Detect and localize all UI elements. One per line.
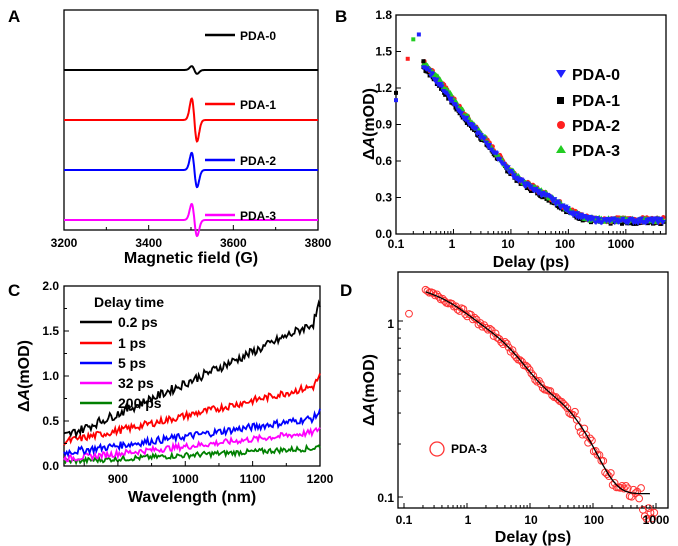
panel-c-x-axis-title: Wavelength (nm) xyxy=(128,489,256,506)
panel-d-x-tick-label: 100 xyxy=(584,513,604,527)
data-point xyxy=(406,310,413,317)
panel-c-x-tick-label: 1100 xyxy=(240,472,266,486)
panel-d-y-axis-title: ΔA(mOD) xyxy=(361,354,378,426)
panel-d-ticks xyxy=(398,321,656,508)
legend-marker-pda-0 xyxy=(556,70,566,78)
panel-c-y-axis-title: ΔA(mOD) xyxy=(16,340,33,412)
panel-b-y-tick-label: 0.3 xyxy=(375,191,392,205)
panel-a-x-tick-label: 3600 xyxy=(220,236,247,250)
legend-label-pda-3: PDA-3 xyxy=(451,442,487,456)
legend-marker-pda-2 xyxy=(557,121,565,129)
panel-b-ticks xyxy=(396,15,660,234)
panel-b-x-tick-label: 1 xyxy=(449,237,456,251)
panel-c-frame xyxy=(64,286,320,466)
panel-d-y-tick-label: 0.1 xyxy=(377,491,394,505)
panel-b-y-tick-label: 1.8 xyxy=(375,8,392,22)
panel-d-y-tick-label: 1 xyxy=(387,317,394,331)
panel-c-y-tick-label: 1.0 xyxy=(42,369,59,383)
panel-c-ticks xyxy=(64,286,320,466)
axis-unit: (mOD) xyxy=(16,340,33,389)
panel-c-x-tick-label: 1200 xyxy=(307,472,334,486)
legend-label-pda-3: PDA-3 xyxy=(240,209,276,223)
trace-pda-2 xyxy=(64,153,318,187)
panel-b: B 1.8 1.5 1.2 0.9 0.6 0.3 0.0 0.1 1 10 1… xyxy=(335,7,666,271)
legend-label-pda-0: PDA-0 xyxy=(572,67,620,84)
trace-pda-3 xyxy=(64,204,318,236)
legend-label-0-2-ps: 0.2 ps xyxy=(118,314,158,330)
absorbance-symbol: A xyxy=(361,137,378,150)
panel-b-x-tick-label: 10 xyxy=(501,237,515,251)
absorbance-symbol: A xyxy=(361,403,378,416)
data-point xyxy=(421,59,425,63)
legend-label-32-ps: 32 ps xyxy=(118,375,154,391)
panel-d-x-tick-label: 1 xyxy=(465,513,472,527)
panel-letter-c: C xyxy=(8,281,20,300)
panel-a-traces xyxy=(64,66,318,236)
panel-a-x-tick-label: 3800 xyxy=(305,236,332,250)
panel-letter-b: B xyxy=(335,7,347,26)
panel-c-x-tick-label: 1000 xyxy=(172,472,199,486)
data-point xyxy=(394,91,398,95)
panel-c-y-tick-label: 0.0 xyxy=(42,459,59,473)
data-point xyxy=(406,57,410,61)
panel-c-y-tick-label: 0.5 xyxy=(42,414,59,428)
legend-label-1-ps: 1 ps xyxy=(118,335,146,351)
panel-c: C 2.0 1.5 1.0 0.5 0.0 900 1000 1100 1200… xyxy=(8,279,334,506)
trace-pda-0 xyxy=(64,66,318,74)
panel-b-data-points xyxy=(394,32,666,225)
panel-a-ticks xyxy=(64,225,318,230)
panel-c-y-tick-label: 1.5 xyxy=(42,324,59,338)
panel-a-x-axis-title: Magnetic field (G) xyxy=(124,250,258,267)
panel-b-x-axis-title: Delay (ps) xyxy=(493,254,569,271)
legend-label-pda-2: PDA-2 xyxy=(240,154,276,168)
absorbance-symbol: A xyxy=(16,389,33,402)
panel-d-x-tick-label: 0.1 xyxy=(396,513,413,527)
legend-label-pda-1: PDA-1 xyxy=(572,93,620,110)
panel-b-x-tick-label: 1000 xyxy=(608,237,635,251)
legend-label-5-ps: 5 ps xyxy=(118,355,146,371)
legend-marker-pda-1 xyxy=(557,97,564,104)
panel-d-x-axis-title: Delay (ps) xyxy=(495,529,571,546)
panel-d-x-tick-label: 10 xyxy=(524,513,538,527)
panel-c-x-tick-label: 900 xyxy=(108,472,128,486)
delta-symbol: Δ xyxy=(361,414,378,426)
panel-b-x-tick-label: 0.1 xyxy=(388,237,405,251)
panel-a-x-tick-label: 3400 xyxy=(135,236,162,250)
axis-unit: (mOD) xyxy=(361,88,378,137)
data-point xyxy=(636,495,643,502)
panel-b-y-axis-title: ΔA(mOD) xyxy=(361,88,378,160)
panel-b-frame xyxy=(396,15,666,234)
legend-marker-pda-3 xyxy=(556,145,566,153)
panel-b-y-tick-label: 1.5 xyxy=(375,45,392,59)
panel-b-x-tick-label: 100 xyxy=(555,237,575,251)
axis-unit: (mOD) xyxy=(361,354,378,403)
legend-title-delay-time: Delay time xyxy=(94,294,164,310)
panel-d: D 1 0.1 0.1 1 10 100 1000 Delay (ps) ΔA(… xyxy=(340,272,670,546)
panel-d-data-points xyxy=(406,286,658,522)
panel-c-y-tick-label: 2.0 xyxy=(42,279,59,293)
legend-label-pda-1: PDA-1 xyxy=(240,98,276,112)
panel-d-x-tick-label: 1000 xyxy=(643,513,670,527)
legend-label-pda-2: PDA-2 xyxy=(572,118,620,135)
legend-label-pda-3: PDA-3 xyxy=(572,143,620,160)
data-point xyxy=(394,98,398,102)
legend-label-200-ps: 200 ps xyxy=(118,395,162,411)
delta-symbol: Δ xyxy=(361,148,378,160)
panel-letter-d: D xyxy=(340,281,352,300)
panel-letter-a: A xyxy=(8,7,20,26)
legend-label-pda-0: PDA-0 xyxy=(240,29,276,43)
data-point xyxy=(417,32,421,36)
panel-a: A 3200 3400 3600 3800 Magnetic field (G)… xyxy=(8,7,332,267)
legend-marker-pda-3 xyxy=(430,442,444,456)
panel-a-x-tick-label: 3200 xyxy=(51,236,78,250)
fit-curve xyxy=(426,292,650,494)
delta-symbol: Δ xyxy=(16,400,33,412)
data-point xyxy=(411,37,415,41)
trace-pda-1 xyxy=(64,99,318,142)
panel-d-frame xyxy=(398,272,668,508)
